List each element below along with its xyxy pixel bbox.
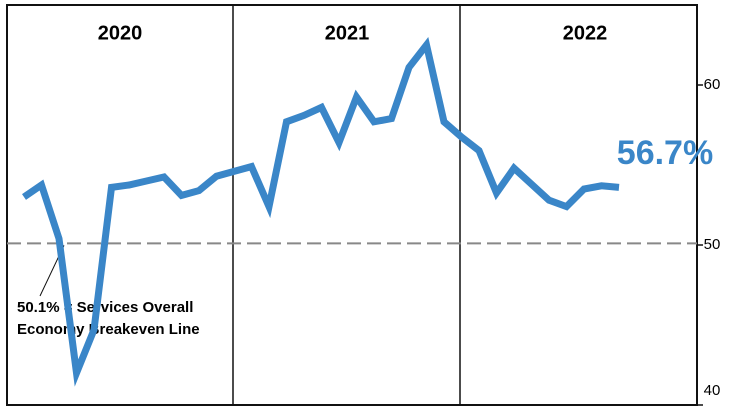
breakeven-label: 50.1% = Services Overall (17, 299, 193, 316)
breakeven-label: Economy Breakeven Line (17, 321, 200, 338)
year-label: 2020 (98, 22, 143, 44)
y-tick-label: 60 (704, 76, 721, 93)
year-label: 2021 (325, 22, 370, 44)
y-tick-label: 50 (704, 236, 721, 253)
y-tick-label: 40 (704, 382, 721, 399)
annotation: 56.7% (617, 134, 713, 172)
year-label: 2022 (563, 22, 608, 44)
plot-frame (6, 4, 698, 406)
series-line (22, 37, 620, 387)
